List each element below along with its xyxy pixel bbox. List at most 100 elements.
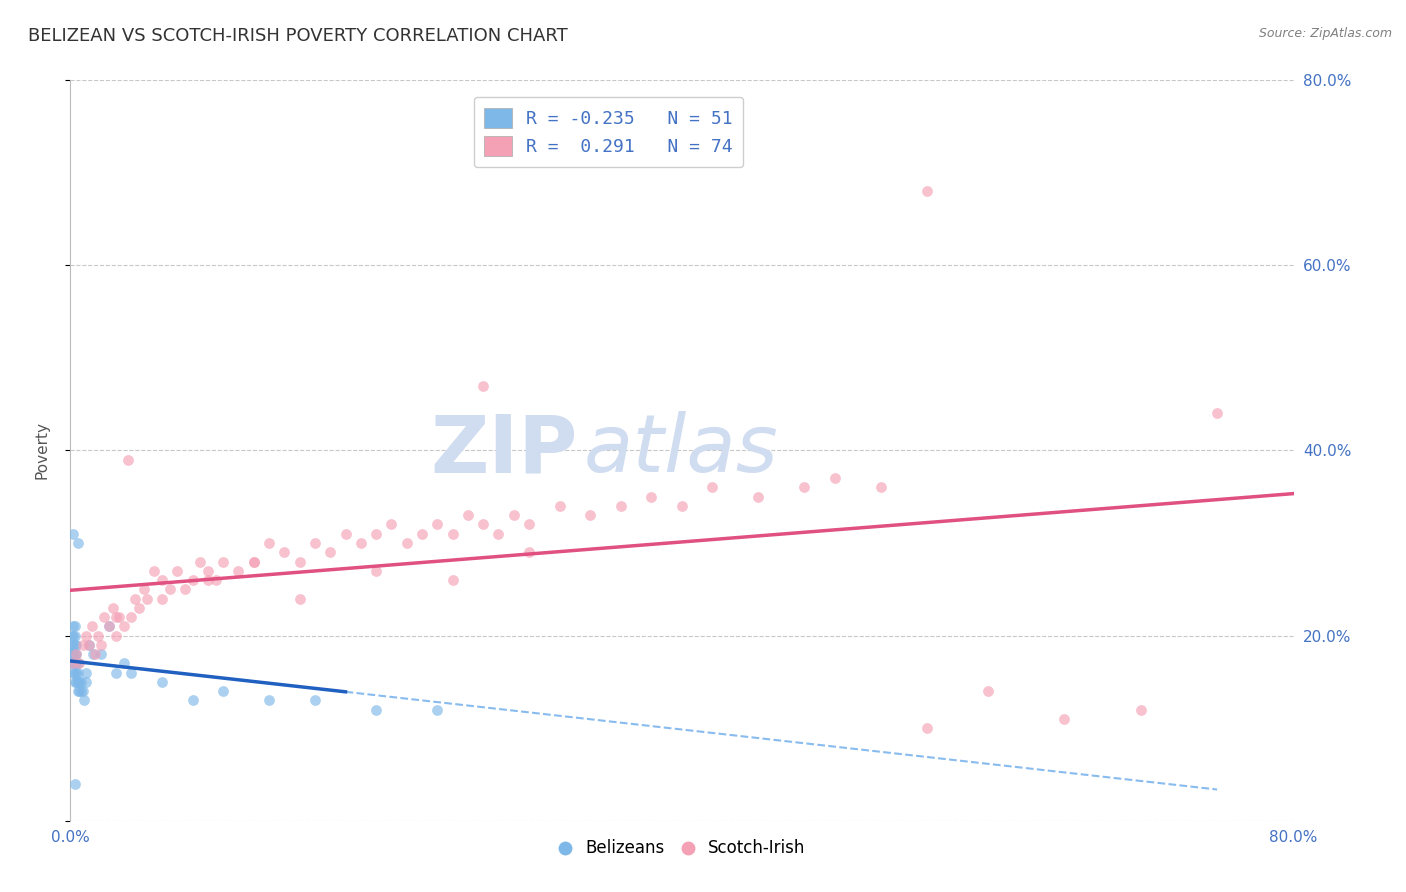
- Point: [188, 554, 211, 569]
- Y-axis label: Poverty: Poverty: [35, 421, 49, 480]
- Point: [472, 378, 495, 392]
- Point: [304, 536, 326, 550]
- Point: [366, 564, 388, 578]
- Point: [441, 526, 464, 541]
- Point: [62, 665, 84, 680]
- Point: [121, 665, 143, 680]
- Point: [69, 674, 91, 689]
- Text: atlas: atlas: [583, 411, 779, 490]
- Text: ZIP: ZIP: [430, 411, 578, 490]
- Point: [75, 628, 97, 642]
- Point: [548, 499, 571, 513]
- Point: [60, 638, 83, 652]
- Point: [63, 647, 86, 661]
- Point: [380, 517, 402, 532]
- Point: [204, 573, 226, 587]
- Point: [181, 573, 204, 587]
- Point: [65, 657, 87, 671]
- Point: [1129, 703, 1152, 717]
- Point: [915, 184, 938, 198]
- Point: [63, 657, 86, 671]
- Point: [869, 481, 891, 495]
- Point: [502, 508, 524, 523]
- Point: [97, 619, 120, 633]
- Point: [288, 591, 311, 606]
- Point: [69, 684, 91, 698]
- Point: [411, 526, 433, 541]
- Point: [105, 610, 128, 624]
- Text: Source: ZipAtlas.com: Source: ZipAtlas.com: [1258, 27, 1392, 40]
- Point: [212, 554, 235, 569]
- Point: [132, 582, 155, 597]
- Point: [62, 657, 84, 671]
- Point: [702, 481, 724, 495]
- Point: [128, 600, 150, 615]
- Point: [63, 638, 86, 652]
- Point: [62, 647, 84, 661]
- Point: [441, 573, 464, 587]
- Point: [62, 526, 84, 541]
- Point: [610, 499, 633, 513]
- Point: [1206, 407, 1229, 421]
- Point: [366, 703, 388, 717]
- Point: [63, 776, 86, 791]
- Point: [488, 526, 510, 541]
- Legend: Belizeans, Scotch-Irish: Belizeans, Scotch-Irish: [553, 833, 811, 864]
- Point: [366, 526, 388, 541]
- Point: [166, 564, 188, 578]
- Point: [640, 490, 662, 504]
- Point: [62, 638, 84, 652]
- Point: [112, 657, 135, 671]
- Point: [93, 610, 115, 624]
- Point: [426, 703, 449, 717]
- Point: [108, 610, 131, 624]
- Point: [65, 647, 87, 661]
- Point: [159, 582, 181, 597]
- Point: [77, 638, 100, 652]
- Point: [143, 564, 166, 578]
- Point: [793, 481, 815, 495]
- Point: [257, 693, 280, 707]
- Point: [319, 545, 342, 559]
- Point: [395, 536, 418, 550]
- Point: [150, 674, 173, 689]
- Point: [112, 619, 135, 633]
- Point: [105, 665, 128, 680]
- Point: [579, 508, 602, 523]
- Point: [517, 545, 540, 559]
- Point: [70, 684, 93, 698]
- Point: [273, 545, 295, 559]
- Point: [62, 619, 84, 633]
- Point: [69, 657, 91, 671]
- Point: [65, 638, 87, 652]
- Point: [197, 573, 219, 587]
- Point: [212, 684, 235, 698]
- Point: [472, 517, 495, 532]
- Point: [73, 693, 96, 707]
- Point: [915, 721, 938, 735]
- Point: [121, 610, 143, 624]
- Point: [66, 665, 89, 680]
- Text: BELIZEAN VS SCOTCH-IRISH POVERTY CORRELATION CHART: BELIZEAN VS SCOTCH-IRISH POVERTY CORRELA…: [28, 27, 568, 45]
- Point: [243, 554, 266, 569]
- Point: [87, 628, 110, 642]
- Point: [257, 536, 280, 550]
- Point: [65, 665, 87, 680]
- Point: [135, 591, 157, 606]
- Point: [90, 638, 112, 652]
- Point: [457, 508, 479, 523]
- Point: [66, 674, 89, 689]
- Point: [72, 638, 94, 652]
- Point: [174, 582, 197, 597]
- Point: [101, 600, 124, 615]
- Point: [124, 591, 146, 606]
- Point: [65, 647, 87, 661]
- Point: [70, 674, 93, 689]
- Point: [63, 628, 86, 642]
- Point: [288, 554, 311, 569]
- Point: [60, 657, 83, 671]
- Point: [824, 471, 846, 485]
- Point: [117, 452, 139, 467]
- Point: [335, 526, 357, 541]
- Point: [62, 657, 84, 671]
